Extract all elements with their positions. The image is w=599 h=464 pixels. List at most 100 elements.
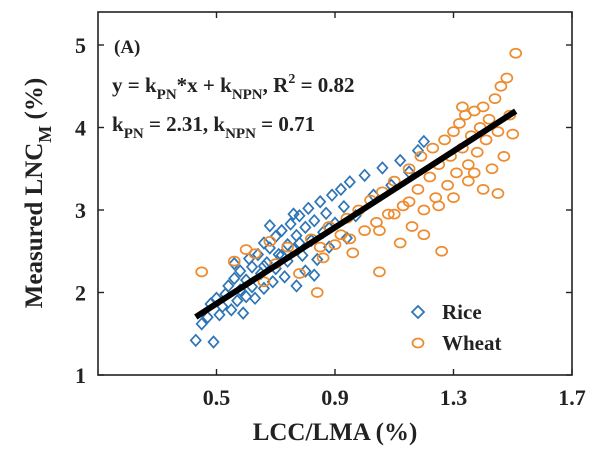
legend: Rice Wheat — [410, 300, 502, 355]
wheat-point — [393, 237, 407, 249]
legend-wheat-marker — [411, 337, 425, 349]
wheat-point — [426, 142, 440, 154]
rice-point — [302, 201, 315, 216]
rice-point — [293, 209, 306, 223]
rice-point — [290, 279, 303, 293]
eq2-v1: = 2.31, k — [144, 112, 226, 136]
wheat-point — [414, 151, 428, 162]
wheat-point — [479, 134, 493, 146]
wheat-point — [435, 245, 448, 257]
points-layer — [189, 47, 523, 349]
y-axis-label-main: Measured LNC — [21, 143, 48, 309]
wheat-point — [500, 72, 514, 84]
rice-point — [275, 223, 288, 238]
wheat-point — [310, 287, 324, 298]
y-tick-label: 1 — [75, 363, 86, 388]
eq-y: y = k — [112, 73, 157, 97]
wheat-point — [423, 171, 437, 183]
rice-point — [308, 213, 321, 228]
eq-r2-sup: 2 — [288, 72, 295, 87]
wheat-point — [491, 126, 505, 137]
rice-point — [207, 335, 220, 349]
y-axis-label-sub: M — [35, 126, 55, 143]
eq-r2-prefix: , R — [263, 73, 290, 97]
wheat-point — [313, 241, 327, 253]
eq-mid: *x + k — [177, 73, 232, 97]
rice-point — [334, 182, 348, 197]
rice-point — [343, 175, 356, 189]
wheat-point — [281, 241, 294, 253]
y-tick-label: 3 — [75, 198, 86, 223]
eq2-v2: = 0.71 — [256, 112, 315, 136]
rice-point — [257, 236, 271, 250]
rice-point — [239, 289, 253, 304]
wheat-point — [402, 196, 416, 208]
rice-point — [311, 252, 324, 267]
fit-layer — [194, 108, 518, 320]
fit-equation-line1: y = kPN*x + kNPN, R2 = 0.82 — [112, 72, 355, 103]
x-tick-label: 1.3 — [440, 385, 468, 410]
rice-point — [228, 256, 241, 271]
rice-point — [308, 268, 321, 282]
rice-point — [263, 241, 276, 255]
wheat-point — [476, 184, 490, 195]
eq-sub-pn: PN — [157, 87, 177, 103]
rice-point — [358, 168, 371, 183]
rice-point — [263, 218, 276, 233]
x-tick-label: 0.9 — [321, 385, 349, 410]
panel-label: (A) — [114, 37, 140, 58]
rice-point — [376, 161, 389, 175]
rice-point — [195, 317, 208, 331]
wheat-point — [402, 163, 416, 175]
rice-point — [394, 153, 407, 168]
wheat-point — [358, 225, 371, 236]
y-axis-label-unit: (%) — [21, 78, 48, 126]
wheat-point — [387, 208, 401, 220]
wheat-point — [195, 266, 209, 278]
rice-point — [213, 308, 226, 322]
wheat-point — [293, 268, 306, 279]
rice-point — [257, 281, 271, 296]
wheat-point — [485, 163, 499, 175]
wheat-point — [506, 128, 520, 140]
wheat-point — [346, 247, 360, 259]
wheat-point — [373, 225, 386, 236]
rice-point — [225, 303, 238, 317]
wheat-point — [417, 204, 431, 216]
rice-point — [237, 306, 250, 320]
rice-point — [284, 217, 297, 231]
wheat-point — [488, 93, 502, 104]
wheat-point — [497, 151, 511, 162]
wheat-point — [450, 167, 463, 179]
legend-wheat-label: Wheat — [442, 331, 502, 355]
wheat-point — [491, 188, 505, 199]
wheat-point — [257, 276, 271, 288]
rice-point — [201, 310, 214, 325]
eq2-sub-pn: PN — [124, 126, 144, 142]
wheat-point — [470, 146, 484, 158]
wheat-point — [476, 101, 490, 113]
x-axis-label: LCC/LMA (%) — [253, 419, 418, 446]
eq2-k: k — [112, 112, 124, 136]
wheat-point — [456, 101, 469, 113]
x-tick-label: 1.7 — [558, 385, 586, 410]
wheat-point — [467, 167, 481, 179]
fit-equation-line2: kPN = 2.31, kNPN = 0.71 — [112, 112, 315, 142]
wheat-point — [316, 252, 330, 264]
wheat-point — [417, 229, 431, 241]
wheat-point — [411, 184, 425, 195]
rice-point — [234, 264, 247, 278]
legend-rice-marker — [410, 304, 426, 320]
rice-point — [287, 207, 300, 221]
wheat-point — [381, 208, 395, 220]
rice-point — [314, 194, 327, 209]
wheat-point — [447, 192, 460, 203]
rice-point — [417, 134, 431, 149]
rice-point — [189, 333, 202, 348]
rice-point — [319, 206, 333, 221]
wheat-point — [509, 47, 523, 59]
eq2-sub-npn: NPN — [225, 126, 256, 142]
wheat-point — [227, 255, 241, 267]
rice-point — [278, 270, 291, 284]
